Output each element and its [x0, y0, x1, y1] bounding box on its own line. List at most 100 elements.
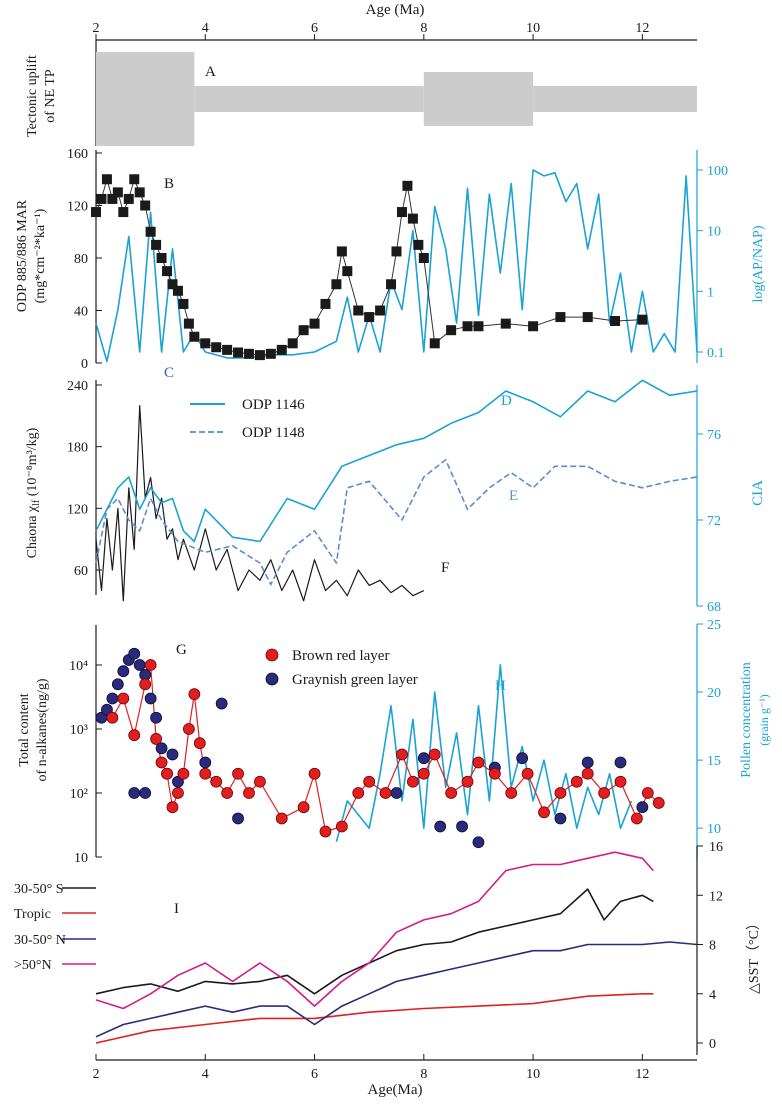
mar-point	[189, 331, 200, 342]
pollen-line	[335, 663, 633, 843]
panel-b-ylabel-line1: ODP 885/886 MAR	[15, 199, 30, 312]
panel-b-ytick-label: 80	[74, 252, 88, 267]
brown-red-point	[406, 775, 419, 788]
mar-point	[528, 321, 539, 332]
mar-line	[95, 178, 643, 356]
mar-point	[342, 266, 353, 277]
brown-red-point	[614, 775, 627, 788]
panel-g-ytick-label: 10²	[70, 787, 88, 802]
legend-50n-label: >50°N	[14, 958, 52, 973]
bottom-tick-label: 10	[526, 1067, 540, 1082]
mar-point	[637, 314, 648, 325]
mar-point	[364, 312, 375, 323]
panel-h-y2label-line2: (grain g⁻¹)	[757, 694, 771, 746]
brown-red-point	[193, 737, 206, 750]
uplift-block	[194, 86, 424, 112]
panel-g-ytick-label: 10³	[70, 723, 88, 738]
brown-red-point	[308, 767, 321, 780]
brown-red-point	[182, 723, 195, 735]
uplift-block	[533, 86, 697, 112]
graynish-green-point	[232, 812, 244, 825]
panel-d-ytick-label: 60	[74, 564, 88, 579]
mar-point	[178, 298, 189, 309]
mar-point	[396, 207, 407, 218]
brown-red-point	[232, 767, 244, 780]
bottom-tick-label: 6	[311, 1067, 318, 1082]
panel-a-tectonic-uplift	[95, 40, 697, 146]
graynish-green-point	[128, 787, 141, 799]
graynish-green-point	[117, 665, 130, 678]
mar-point	[413, 239, 424, 250]
legend-tropic-label: Tropic	[14, 907, 51, 922]
bottom-tick-label: 12	[635, 1067, 649, 1082]
panel-e-label: E	[509, 488, 518, 504]
panel-h-y2label-line1: Pollen concentration	[739, 662, 754, 777]
mar-point	[254, 350, 265, 361]
graynish-green-point	[456, 820, 468, 833]
panel-d-e-f-chaona-cia: 60 120 180 240 68 72 76	[67, 379, 721, 615]
panel-g-h-alkanes-pollen: 10 10² 10³ 10⁴ 10 15 20 25	[69, 618, 721, 866]
panel-h-ytick-label: 20	[707, 686, 721, 701]
panel-b-ylabel-line2: (mg*cm⁻²*ka⁻¹)	[33, 208, 48, 303]
brown-red-point	[652, 797, 665, 809]
graynish-green-point	[111, 678, 124, 691]
graynish-green-point	[133, 659, 146, 671]
panel-h-ytick-label: 25	[707, 618, 721, 633]
mar-point	[287, 338, 298, 349]
panel-c-label: C	[164, 365, 174, 381]
panel-i-ytick-label: 8	[709, 939, 716, 954]
graynish-green-point	[581, 756, 594, 769]
panel-g-ytick-label: 10	[74, 851, 88, 866]
brown-red-point	[319, 825, 332, 838]
panel-d-y2tick-label: 68	[707, 600, 721, 615]
brown-red-point	[505, 787, 518, 799]
panel-b-label: B	[164, 176, 174, 192]
mar-point	[320, 298, 331, 309]
graynish-green-point	[166, 748, 179, 761]
top-tick-label: 2	[93, 21, 100, 36]
mar-point	[309, 318, 320, 329]
mar-point	[331, 279, 342, 290]
uplift-block	[423, 72, 534, 126]
brown-red-point	[641, 787, 654, 799]
chaona-xlf-line	[95, 405, 425, 602]
mar-point	[183, 318, 194, 329]
panel-c-ytick-label: 0.1	[707, 346, 725, 361]
mar-point	[298, 325, 309, 336]
panel-i-ytick-label: 12	[709, 889, 723, 904]
brown-red-point	[117, 692, 130, 705]
sst-line-30-50-s	[95, 888, 654, 995]
bottom-tick-label: 8	[420, 1067, 427, 1082]
mar-point	[101, 174, 112, 185]
panel-d-label: D	[501, 393, 512, 409]
brown-red-point	[155, 756, 168, 769]
brown-red-point	[631, 812, 643, 825]
brown-red-point	[210, 775, 223, 788]
brown-red-point	[488, 767, 501, 780]
graynish-green-point	[150, 711, 163, 724]
panel-b-c-mar-apnap: 0 40 80 120 160 0.1 1 10 100	[67, 147, 728, 372]
panel-b-ytick-label: 120	[67, 200, 88, 215]
panel-d-y2label: CIA	[750, 480, 766, 506]
sst-line-tropic	[95, 992, 654, 1044]
panel-d-ytick-label: 240	[67, 379, 88, 394]
mar-point	[211, 342, 222, 353]
graynish-green-point	[390, 787, 403, 799]
mar-point	[167, 279, 178, 290]
panel-h-ytick-label: 10	[707, 822, 721, 837]
brown-red-point	[379, 787, 392, 799]
brown-red-point	[352, 787, 365, 799]
top-tick-label: 6	[311, 21, 318, 36]
brown-red-point	[188, 688, 201, 701]
mar-point	[134, 187, 145, 198]
graynish-green-point	[199, 756, 212, 769]
bottom-axis-title: Age(Ma)	[368, 1082, 423, 1098]
panel-a-ylabel-line2: of NE TP	[43, 69, 58, 123]
panel-b-ytick-label: 0	[81, 357, 88, 372]
top-axis-ticks: 2 4 6 8 10 12	[93, 21, 697, 41]
mar-point	[336, 246, 347, 257]
mar-point	[145, 226, 156, 237]
mar-point	[462, 321, 473, 332]
mar-point	[386, 279, 397, 290]
mar-point	[265, 348, 276, 359]
